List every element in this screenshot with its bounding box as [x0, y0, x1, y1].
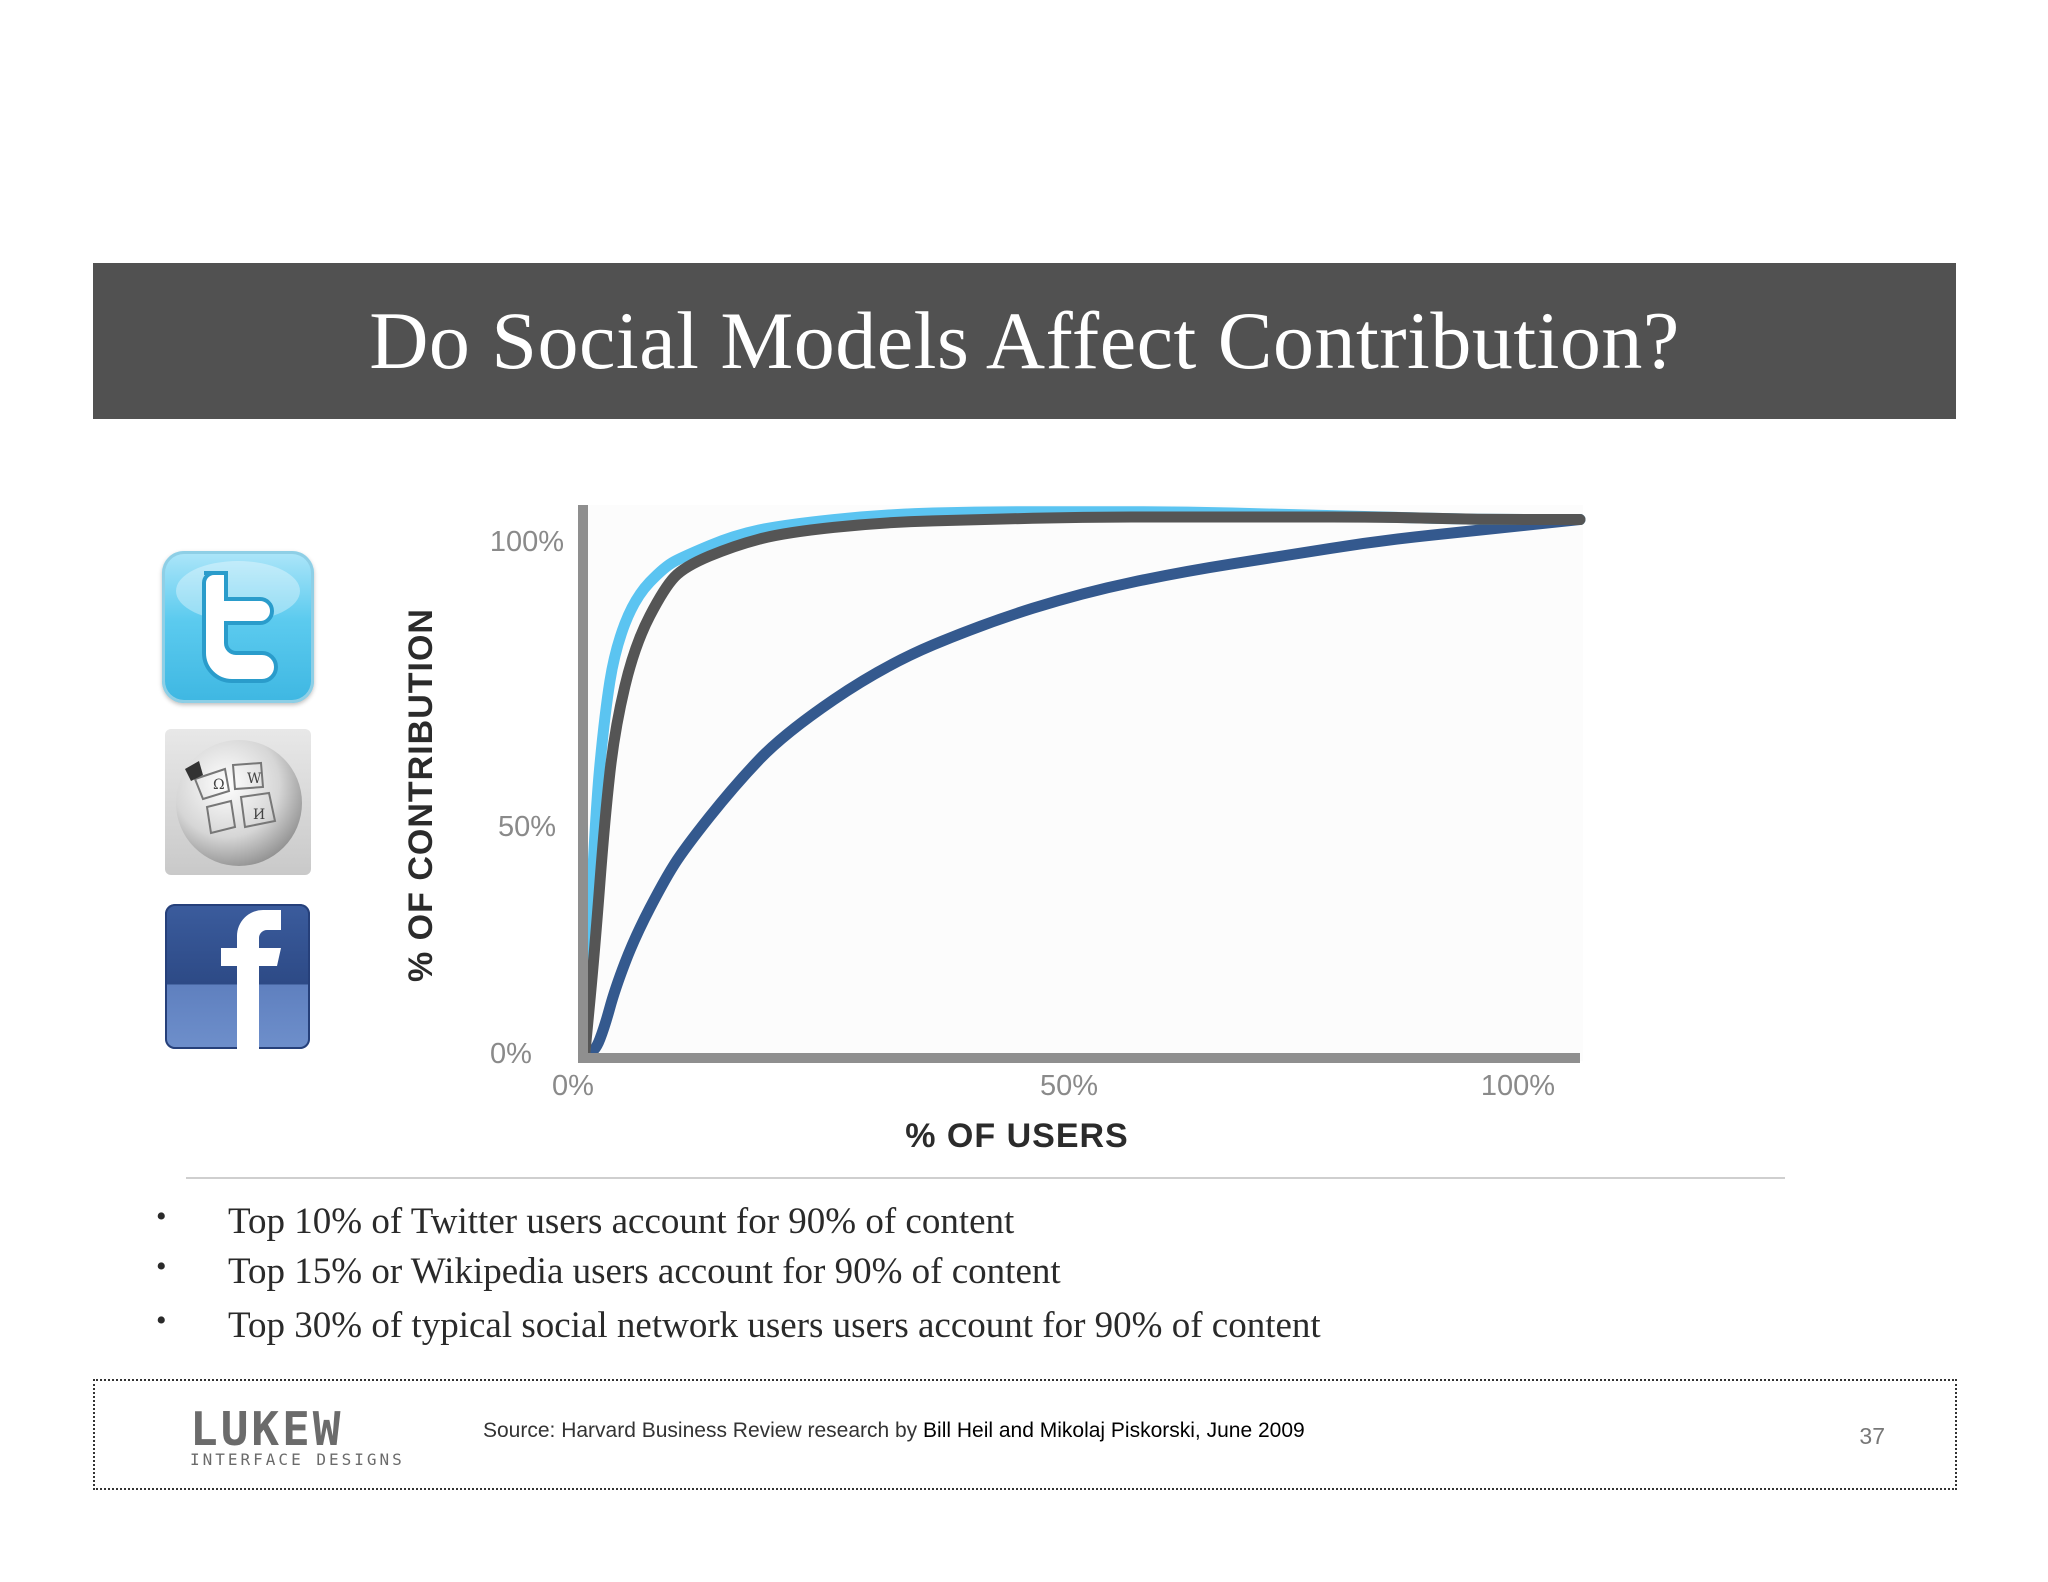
y-tick-label: 0%	[490, 1038, 532, 1070]
bullet-list: Top 10% of Twitter users account for 90%…	[150, 1200, 1850, 1347]
y-tick-label: 100%	[490, 526, 564, 558]
source-authors: Bill Heil and Mikolaj Piskorski, June 20…	[923, 1419, 1305, 1442]
x-axis-label: % OF USERS	[905, 1117, 1128, 1155]
logo-wordmark: LUKEW	[190, 1402, 344, 1456]
source-citation: Source: Harvard Business Review research…	[483, 1419, 1305, 1443]
logo-tagline: INTERFACE DESIGNS	[190, 1450, 405, 1469]
x-tick-label: 100%	[1481, 1070, 1555, 1102]
svg-text:Ω: Ω	[213, 777, 225, 793]
bullet-item: Top 30% of typical social network users …	[150, 1304, 1850, 1347]
facebook-icon	[165, 904, 310, 1049]
svg-text:И: И	[253, 807, 265, 823]
y-tick-label: 50%	[498, 811, 556, 843]
footer: LUKEW INTERFACE DESIGNS Source: Harvard …	[93, 1379, 1957, 1490]
title-bar: Do Social Models Affect Contribution?	[93, 263, 1956, 419]
wikipedia-icon: Ω W И	[165, 729, 311, 875]
x-tick-label: 0%	[552, 1070, 594, 1102]
bullet-item: Top 10% of Twitter users account for 90%…	[150, 1200, 1850, 1250]
series-line-2	[579, 511, 1586, 1058]
svg-text:W: W	[247, 771, 262, 787]
lukew-logo: LUKEW INTERFACE DESIGNS	[190, 1402, 405, 1469]
series-layer	[579, 506, 1586, 1058]
y-axis-label: % OF CONTRIBUTION	[402, 608, 440, 982]
slide-title: Do Social Models Affect Contribution?	[369, 295, 1680, 386]
series-line-3	[579, 514, 1586, 1058]
source-prefix: Source: Harvard Business Review research…	[483, 1419, 924, 1442]
page-number: 37	[1859, 1423, 1885, 1449]
bullet-item: Top 15% or Wikipedia users account for 9…	[150, 1250, 1850, 1304]
twitter-icon	[162, 551, 314, 703]
x-tick-label: 50%	[1040, 1070, 1098, 1102]
